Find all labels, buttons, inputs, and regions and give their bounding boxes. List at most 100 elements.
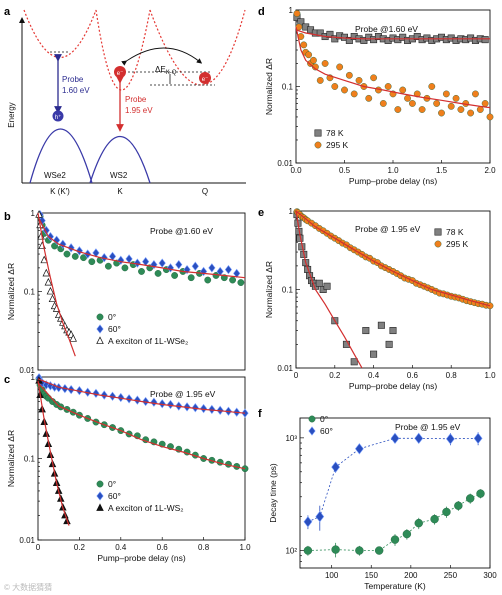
data-point-circle [442, 90, 450, 98]
legend-label: 0° [108, 479, 116, 489]
y-axis-label: Normalized ΔR [264, 261, 274, 318]
data-point-circle [467, 109, 474, 117]
point-q: Q [202, 187, 208, 196]
data-point-circle [237, 279, 245, 286]
data-point-circle [428, 83, 436, 90]
probe-annotation: Probe @ 1.95 eV [150, 389, 216, 399]
material-ws2: WS2 [110, 171, 128, 180]
y-tick-label: 0.1 [282, 286, 294, 295]
probe-160-label: Probe [62, 75, 84, 84]
probe-195-label: Probe [125, 95, 147, 104]
data-point-diamond [92, 248, 100, 258]
data-point-circle [310, 56, 317, 64]
electron-icon [199, 72, 211, 84]
data-point-square [315, 279, 323, 287]
data-point-circle [414, 518, 423, 528]
y-tick-label: 0.01 [19, 366, 35, 375]
x-tick-label: 2.0 [484, 166, 496, 175]
data-point-diamond [96, 491, 104, 501]
data-point-square [345, 36, 353, 44]
band-diagram: Energy h⁺ e⁻ e⁻ Probe 1.60 eV Probe 1.95… [7, 9, 246, 196]
data-point-square [323, 282, 331, 290]
fit-line [295, 210, 363, 369]
legend-label: 295 K [446, 239, 469, 249]
data-point-triangle [46, 286, 55, 295]
data-point-diamond [53, 235, 61, 245]
x-tick-label: 1.0 [387, 166, 399, 175]
fit-line [295, 29, 490, 40]
data-point-circle [308, 415, 316, 423]
data-point-circle [300, 41, 308, 49]
data-point-circle [454, 501, 463, 510]
fit-line [37, 378, 246, 414]
fit-line [295, 26, 491, 109]
series-guide-line [307, 437, 479, 523]
data-point-circle [418, 106, 426, 113]
data-point-triangle [44, 277, 53, 286]
data-point-circle [187, 274, 195, 282]
x-tick-label: 0.2 [329, 371, 341, 380]
x-tick-label: 1.5 [436, 166, 448, 175]
data-point-diamond [133, 395, 141, 405]
data-point-circle [457, 106, 465, 113]
data-point-square [481, 36, 489, 44]
data-point-triangle [69, 334, 77, 342]
energy-label: Energy [7, 102, 16, 127]
fit-line [37, 212, 76, 357]
data-point-square [362, 327, 370, 335]
x-axis-label: Temperature (K) [364, 581, 426, 591]
data-point-circle [438, 109, 445, 117]
legend-label: 60° [108, 324, 121, 334]
data-point-diamond [446, 433, 455, 445]
chart-panel-e: 0.01 0.1 1 0 0.2 0.4 0.6 0.8 1.0 Pump–probe delay… [264, 207, 496, 391]
data-point-circle [80, 254, 87, 262]
data-point-diamond [100, 390, 108, 400]
probe-annotation: Probe @1.60 eV [150, 226, 213, 236]
x-tick-label: 1.0 [239, 543, 251, 552]
electron-icon [114, 66, 126, 78]
x-tick-label: 0.0 [290, 166, 302, 175]
x-tick-label: 300 [483, 571, 497, 580]
series-1 [293, 10, 494, 121]
data-point-circle [314, 141, 322, 149]
data-point-circle [472, 90, 479, 98]
data-point-triangle [42, 268, 51, 277]
probe-annotation: Probe @1.60 eV [355, 24, 418, 34]
data-point-circle [71, 252, 79, 260]
data-point-diamond [191, 403, 199, 413]
data-point-diamond [191, 261, 199, 271]
data-point-circle [447, 102, 455, 110]
legend-label: 0° [320, 414, 328, 424]
probe-annotation: Probe @ 1.95 eV [355, 224, 421, 234]
data-point-circle [365, 94, 373, 102]
data-point-circle [379, 100, 387, 107]
data-point-diamond [117, 392, 125, 403]
data-point-circle [350, 90, 358, 98]
chart-panel-b: 0.01 0.1 1 Normalized ΔR Probe @1.60 eV 0° 60°… [6, 209, 246, 375]
panel-label-f: f [258, 408, 262, 420]
data-point-diamond [208, 263, 216, 273]
legend-label: 60° [320, 426, 333, 436]
data-point-circle [204, 276, 212, 284]
data-point-triangle [96, 503, 104, 511]
data-point-diamond [233, 268, 241, 279]
data-point-circle [341, 86, 348, 94]
data-point-circle [104, 262, 112, 270]
y-tick-label: 0.01 [19, 536, 35, 545]
x-tick-label: 0.8 [446, 371, 458, 380]
data-point-circle [336, 63, 344, 71]
data-point-circle [408, 100, 416, 107]
y-axis-label: Decay time (ps) [268, 463, 278, 523]
fit-line [37, 382, 246, 470]
probe-195-value: 1.95 eV [125, 106, 153, 115]
data-point-triangle [96, 336, 104, 344]
x-axis-label: Pump–probe delay (ns) [349, 176, 438, 186]
data-point-circle [452, 94, 460, 102]
data-point-circle [295, 23, 303, 31]
x-tick-label: 0 [294, 371, 299, 380]
data-point-circle [399, 86, 407, 94]
y-tick-label: 0.01 [277, 159, 293, 168]
panel-label-d: d [258, 6, 265, 18]
data-point-diamond [158, 399, 166, 409]
data-point-circle [316, 77, 324, 84]
